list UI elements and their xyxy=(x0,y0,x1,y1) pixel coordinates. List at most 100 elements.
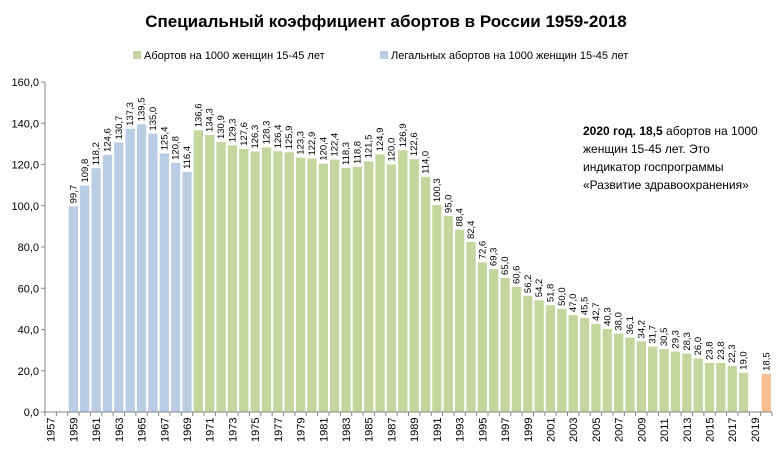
bar-1988 xyxy=(398,150,408,413)
bar-2006 xyxy=(602,328,612,412)
data-label-2003: 47,0 xyxy=(568,294,579,313)
bar-1971 xyxy=(205,135,215,412)
data-label-1978: 125,9 xyxy=(284,126,295,150)
data-label-2010: 31,7 xyxy=(648,325,659,344)
x-tick-label: 2019 xyxy=(750,418,762,442)
bar-1991 xyxy=(432,205,442,412)
x-tick-label: 1981 xyxy=(318,418,330,442)
bar-1973 xyxy=(227,145,238,412)
bar-1980 xyxy=(307,158,317,412)
y-tick-label: 140,0 xyxy=(11,118,39,130)
bar-2009 xyxy=(636,341,647,412)
bar-1966 xyxy=(148,133,158,412)
bar-1976 xyxy=(261,147,272,412)
x-tick-label: 1977 xyxy=(273,418,285,442)
bars xyxy=(68,124,771,413)
y-tick-label: 100,0 xyxy=(11,201,39,213)
bar-1963 xyxy=(114,142,124,412)
data-label-1964: 137,3 xyxy=(125,102,136,126)
y-tick-label: 80,0 xyxy=(18,242,39,254)
y-tick-label: 60,0 xyxy=(18,283,39,295)
bar-1996 xyxy=(489,269,499,412)
data-label-1982: 122,4 xyxy=(330,133,341,157)
data-label-1992: 95,0 xyxy=(443,195,454,214)
bar-2017 xyxy=(727,366,737,412)
x-tick-label: 1983 xyxy=(341,418,353,442)
bar-1994 xyxy=(466,242,476,412)
y-tick-label: 20,0 xyxy=(18,366,39,378)
bar-1989 xyxy=(409,159,419,412)
bar-2000 xyxy=(534,300,544,412)
data-label-1965: 139,5 xyxy=(137,98,148,122)
data-label-1980: 122,9 xyxy=(307,132,318,156)
x-tick-label: 1959 xyxy=(68,418,80,442)
legend: Абортов на 1000 женщин 15-45 лет Легальн… xyxy=(133,50,628,62)
data-label-1961: 118,2 xyxy=(91,142,102,165)
x-tick-label: 1997 xyxy=(500,418,512,442)
legend-swatch-total xyxy=(133,51,141,59)
bar-1985 xyxy=(364,161,374,412)
data-label-1960: 109,8 xyxy=(80,159,91,183)
bar-1972 xyxy=(216,142,226,413)
bar-1959 xyxy=(68,206,79,412)
data-label-1998: 60,6 xyxy=(511,266,522,285)
x-tick-label: 2009 xyxy=(636,418,648,442)
x-axis: 1957 1959 1961 1963 1965 1967 1969 1971 1973 1975… xyxy=(44,411,773,442)
x-tick-label: 2003 xyxy=(568,418,580,442)
data-label-2005: 42,7 xyxy=(591,302,602,321)
y-tick-label: 40,0 xyxy=(18,325,39,337)
bar-2011 xyxy=(659,349,669,412)
data-label-2011: 30,5 xyxy=(659,328,670,347)
data-label-1993: 88,4 xyxy=(455,208,466,227)
bar-1997 xyxy=(500,277,510,412)
data-label-2016: 23,8 xyxy=(716,341,727,360)
data-label-1968: 120,8 xyxy=(171,136,182,160)
bar-1979 xyxy=(295,157,306,412)
bar-1974 xyxy=(239,148,249,412)
x-tick-label: 2005 xyxy=(591,418,603,442)
bar-2008 xyxy=(625,337,635,412)
data-label-1974: 127,6 xyxy=(239,122,250,146)
bar-1999 xyxy=(523,296,533,412)
x-tick-label: 1987 xyxy=(386,418,398,442)
data-label-1977: 126,4 xyxy=(273,125,284,149)
bar-1992 xyxy=(443,216,453,412)
legend-label-legal: Легальных абортов на 1000 женщин 15-45 л… xyxy=(391,50,628,62)
x-tick-label: 1985 xyxy=(364,418,376,442)
x-tick-label: 1961 xyxy=(91,418,103,442)
bar-2002 xyxy=(557,308,567,412)
bar-1975 xyxy=(250,151,260,412)
data-label-2009: 34,2 xyxy=(636,320,647,339)
bar-2004 xyxy=(579,318,590,412)
bar-1982 xyxy=(330,159,340,412)
x-tick-label: 2001 xyxy=(545,418,557,442)
bar-1960 xyxy=(80,185,90,412)
bar-1984 xyxy=(352,166,363,412)
bar-1965 xyxy=(136,124,147,412)
bar-1978 xyxy=(284,152,294,413)
x-tick-label: 1969 xyxy=(182,418,194,442)
bar-1995 xyxy=(477,262,487,412)
bar-1969 xyxy=(182,171,192,412)
data-label-2012: 29,3 xyxy=(670,330,681,349)
data-label-2015: 23,8 xyxy=(705,341,716,360)
data-label-2001: 51,8 xyxy=(545,284,556,303)
data-label-2018: 19,0 xyxy=(739,351,750,370)
data-label-2002: 50,0 xyxy=(557,287,568,306)
data-label-1983: 118,3 xyxy=(341,142,352,165)
data-label-2020: 18,5 xyxy=(761,352,772,371)
bar-1964 xyxy=(125,128,135,412)
data-label-1959: 99,7 xyxy=(68,185,79,204)
data-label-1997: 65,0 xyxy=(500,256,511,275)
bar-2005 xyxy=(591,323,601,412)
bar-2016 xyxy=(716,362,726,412)
data-label-1970: 136,6 xyxy=(193,103,204,127)
bar-2007 xyxy=(613,333,624,412)
bar-1987 xyxy=(386,164,397,412)
data-label-1984: 118,8 xyxy=(352,141,363,164)
data-label-1989: 122,6 xyxy=(409,132,420,156)
x-tick-label: 1975 xyxy=(250,418,262,442)
data-label-2000: 54,2 xyxy=(534,279,545,298)
data-label-2013: 28,3 xyxy=(682,332,693,351)
